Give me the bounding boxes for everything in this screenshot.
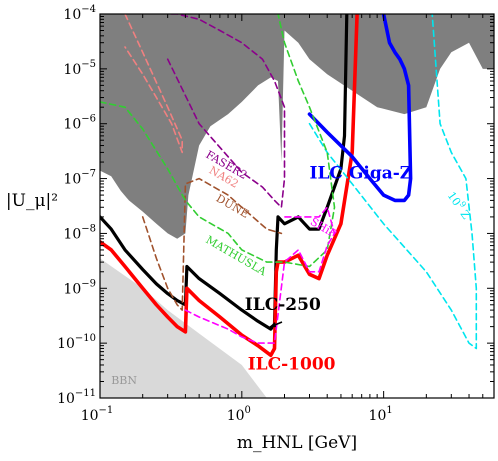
- mathusla-curve: [100, 14, 336, 268]
- dune-label: DUNE: [214, 192, 251, 221]
- x-tick-label: 101: [369, 405, 393, 424]
- faser2-curve: [166, 14, 286, 209]
- ilc-1000-label: ILC-1000: [248, 355, 336, 375]
- x-tick-label: 100: [227, 405, 251, 424]
- y-tick-label: 10−8: [63, 223, 96, 242]
- ilc-250-curve: [100, 14, 349, 331]
- y-tick-label: 10−7: [63, 169, 96, 188]
- y-tick-label: 10−9: [63, 278, 96, 297]
- na62-curve: [124, 14, 183, 154]
- x-axis-label: m_HNL [GeV]: [237, 433, 357, 453]
- y-tick-label: 10−6: [63, 114, 96, 133]
- 109-z-curve: [308, 14, 478, 350]
- y-tick-label: 10−11: [57, 388, 96, 407]
- y-tick-label: 10−5: [63, 59, 96, 78]
- bbn-label: BBN: [111, 374, 137, 387]
- plot-frame: [99, 13, 495, 399]
- sensitivity-curves: [100, 14, 478, 358]
- y-axis-label: |U_μ|²: [6, 191, 58, 211]
- ilc-giga-z-curve: [307, 14, 413, 203]
- shaded-regions: [100, 14, 494, 398]
- ilc-250-label: ILC-250: [245, 295, 321, 315]
- x-tick-label: 10−1: [81, 405, 114, 424]
- ilc-1000-curve: [100, 14, 359, 358]
- y-tick-label: 10−4: [63, 4, 96, 23]
- dune-curve: [141, 177, 283, 311]
- bbn-region: [100, 258, 267, 398]
- mathusla-label: MATHUSLA: [204, 233, 270, 279]
- ship-curve: [184, 206, 336, 344]
- arrow-head-icon: [268, 322, 276, 328]
- excluded-region: [100, 14, 494, 239]
- ilc-giga-z-label: ILC Giga-Z: [310, 164, 413, 184]
- y-tick-label: 10−10: [57, 333, 96, 352]
